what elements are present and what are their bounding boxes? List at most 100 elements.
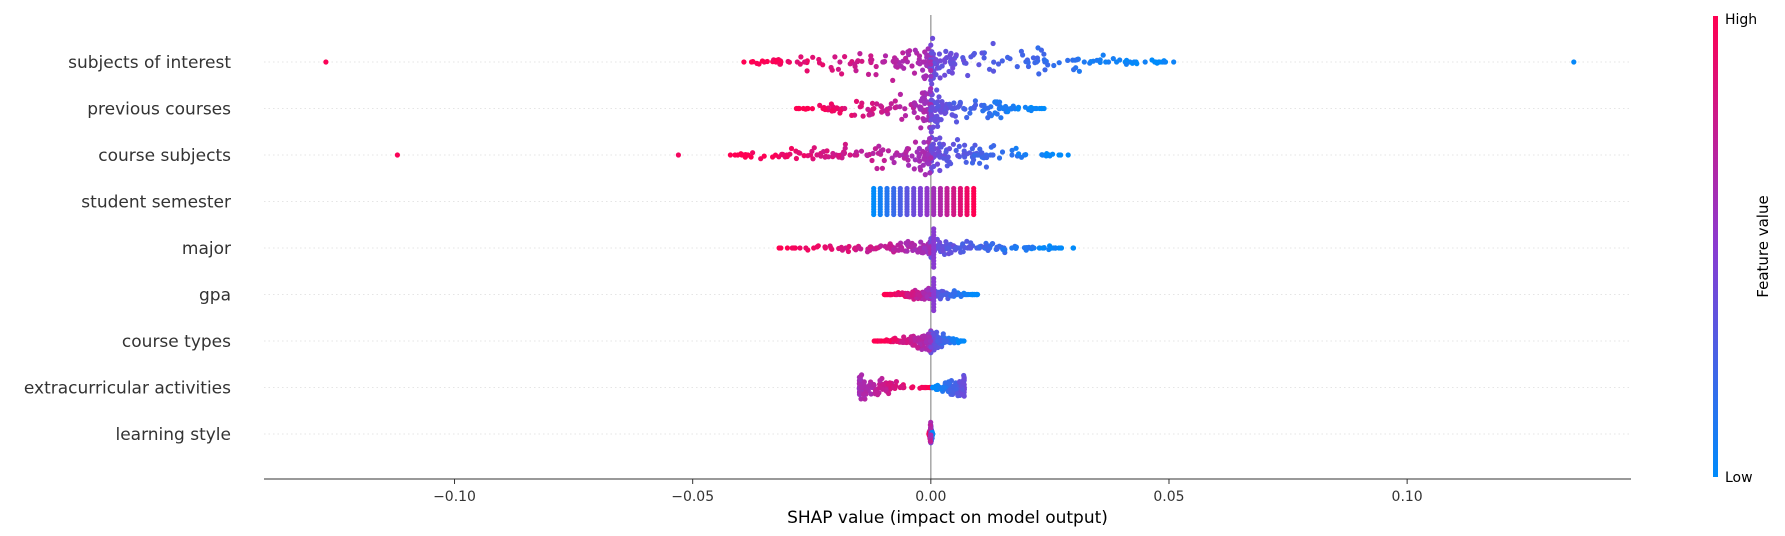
shap-point [942, 72, 948, 78]
shap-point [970, 291, 976, 298]
shap-point [985, 115, 991, 121]
shap-point [892, 105, 898, 111]
shap-point [880, 59, 886, 65]
shap-point [853, 98, 860, 104]
shap-point [822, 106, 828, 113]
shap-point [882, 291, 888, 298]
shap-point [1065, 57, 1071, 64]
shap-point [943, 48, 949, 55]
shap-point [938, 144, 944, 150]
shap-point [828, 64, 834, 71]
shap-point [1103, 59, 1109, 65]
shap-point [927, 88, 933, 94]
shap-point [1005, 109, 1011, 115]
shap-point [929, 384, 936, 391]
shap-point [960, 380, 966, 386]
shap-point [991, 59, 997, 65]
feature-label: gpa [199, 286, 231, 306]
shap-point [968, 245, 974, 251]
shap-point [917, 211, 924, 218]
shap-point [874, 165, 880, 172]
shap-point [916, 153, 922, 160]
shap-point [952, 105, 958, 111]
shap-point [979, 150, 985, 156]
shap-point [962, 106, 968, 112]
shap-point [857, 51, 863, 57]
shap-point [798, 54, 804, 60]
shap-point [964, 211, 970, 218]
shap-point [881, 157, 887, 164]
shap-point [1013, 145, 1019, 151]
shap-point [927, 170, 933, 176]
shap-point [919, 90, 926, 96]
shap-point [925, 287, 931, 293]
shap-point [946, 380, 952, 386]
shap-point [880, 386, 886, 392]
shap-point [944, 211, 950, 218]
shap-point [953, 147, 959, 154]
shap-point [981, 55, 987, 61]
shap-point [871, 382, 877, 388]
row-gridlines [264, 61, 1631, 435]
shap-point [1124, 57, 1130, 64]
shap-point [990, 68, 997, 74]
shap-point [864, 152, 870, 158]
shap-point [884, 211, 890, 218]
shap-point [1044, 151, 1050, 157]
shap-point [873, 338, 879, 344]
shap-point [928, 97, 934, 103]
shap-point [950, 141, 957, 147]
shap-point [750, 59, 756, 65]
shap-point [839, 71, 845, 77]
colorbar-high-label: High [1725, 12, 1757, 28]
shap-point [879, 165, 886, 171]
shap-point [1030, 55, 1036, 61]
shap-point [1051, 62, 1057, 69]
shap-point [947, 249, 954, 255]
shap-point [842, 54, 848, 60]
shap-point [971, 157, 977, 163]
shap-point [868, 53, 874, 59]
shap-point [929, 81, 935, 87]
shap-point [884, 108, 890, 114]
shap-point [874, 245, 880, 251]
shap-point [892, 152, 899, 158]
shap-point [901, 334, 907, 340]
shap-point [928, 155, 934, 161]
shap-point [820, 62, 826, 68]
shap-point [937, 211, 944, 218]
shap-point [921, 139, 927, 145]
shap-points [323, 35, 1577, 446]
shap-point [852, 63, 858, 70]
shap-point [853, 68, 859, 74]
shap-point [928, 344, 934, 350]
shap-point [773, 57, 779, 63]
shap-point [950, 65, 956, 71]
shap-point [996, 106, 1002, 112]
shap-point [928, 61, 934, 67]
shap-point [946, 146, 953, 152]
shap-point [870, 106, 876, 112]
shap-point [930, 332, 937, 338]
shap-point [989, 241, 995, 247]
shap-point [836, 152, 842, 159]
shap-point [811, 145, 817, 151]
shap-point [1056, 60, 1062, 66]
shap-point [886, 338, 892, 344]
shap-point [972, 152, 978, 158]
shap-point [797, 150, 803, 156]
shap-point [924, 52, 930, 58]
feature-labels: subjects of interest previous courses cour… [24, 53, 231, 445]
shap-point [939, 102, 945, 108]
shap-point [893, 63, 899, 69]
shap-point [797, 245, 803, 251]
shap-point [967, 150, 973, 156]
shap-point [965, 72, 971, 79]
shap-point [955, 339, 962, 345]
shap-point [893, 57, 899, 63]
shap-point [924, 211, 930, 218]
shap-point [911, 70, 918, 76]
shap-point [1018, 154, 1025, 160]
shap-point [801, 153, 807, 159]
